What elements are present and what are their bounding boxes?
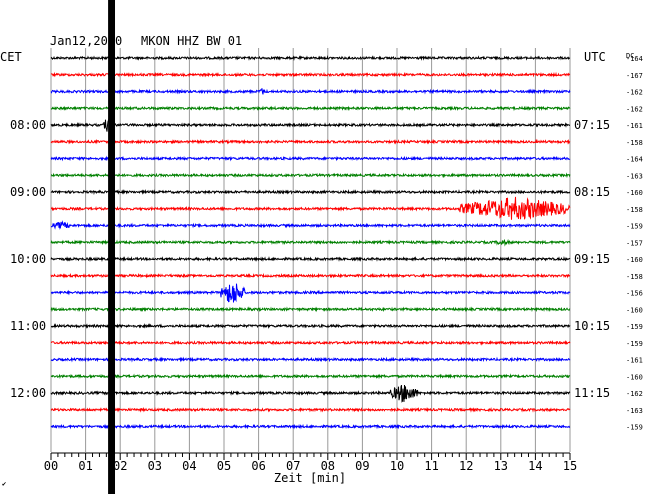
- trace-20: [50, 384, 571, 403]
- dc-offset-label: -159: [626, 323, 643, 331]
- dc-offset-labels: -164 -167 -162 -162 -161 -158 -164 -163 -160 -158…: [626, 55, 643, 432]
- x-axis: 00 01 02 03 04 05 06 07 08 09 10 11 12 13 14 15: [44, 452, 577, 473]
- dc-offset-label: -160: [626, 256, 643, 264]
- dc-offset-label: -164: [626, 55, 643, 63]
- dc-offset-label: -161: [626, 357, 643, 365]
- trace-3: [50, 105, 571, 112]
- trace-17: [50, 339, 571, 346]
- corner-mark: ✔: [2, 480, 6, 488]
- dc-offset-label: -158: [626, 206, 643, 214]
- trace-4: [50, 116, 570, 132]
- traces: [50, 55, 571, 430]
- right-time-labels: 07:15 08:15 09:15 10:15 11:15: [574, 118, 610, 400]
- dc-offset-label: -158: [626, 139, 643, 147]
- x-tick-label: 08: [321, 459, 335, 473]
- dc-offset-label: -164: [626, 156, 643, 164]
- right-time-label: 10:15: [574, 319, 610, 333]
- data-gap-bar: [108, 0, 116, 494]
- trace-7: [50, 172, 571, 179]
- dc-offset-label: -163: [626, 172, 643, 180]
- x-tick-label: 09: [355, 459, 369, 473]
- dc-offset-label: -162: [626, 390, 643, 398]
- x-tick-label: 10: [390, 459, 404, 473]
- trace-19: [50, 373, 571, 380]
- left-time-label: 11:00: [10, 319, 46, 333]
- right-timezone-label: UTC: [584, 50, 606, 64]
- left-time-label: 08:00: [10, 118, 46, 132]
- trace-18: [50, 356, 571, 363]
- chart-title-station: MKON HHZ BW 01: [141, 34, 242, 48]
- trace-8: [50, 189, 571, 196]
- dc-offset-label: -161: [626, 122, 643, 130]
- x-tick-label: 06: [251, 459, 265, 473]
- right-time-label: 09:15: [574, 252, 610, 266]
- dc-offset-label: -159: [626, 340, 643, 348]
- x-tick-label: 15: [563, 459, 577, 473]
- x-tick-label: 04: [182, 459, 196, 473]
- x-tick-label: 12: [459, 459, 473, 473]
- dc-offset-label: -160: [626, 306, 643, 314]
- chart-title-date: Jan12,2020: [50, 34, 122, 48]
- right-time-label: 07:15: [574, 118, 610, 132]
- x-axis-label: Zeit [min]: [274, 471, 346, 485]
- dc-offset-label: -160: [626, 189, 643, 197]
- trace-22: [50, 423, 571, 430]
- left-timezone-label: CET: [0, 50, 22, 64]
- x-tick-label: 11: [424, 459, 438, 473]
- dc-offset-label: -159: [626, 424, 643, 432]
- left-time-labels: 08:00 09:00 10:00 11:00 12:00: [10, 118, 46, 400]
- trace-6: [50, 155, 571, 162]
- trace-0: [50, 55, 571, 61]
- trace-13: [50, 272, 571, 279]
- left-time-label: 10:00: [10, 252, 46, 266]
- x-tick-label: 00: [44, 459, 58, 473]
- dc-offset-label: -157: [626, 239, 643, 247]
- x-tick-label: 03: [148, 459, 162, 473]
- trace-10: [50, 220, 571, 230]
- trace-12: [50, 255, 571, 263]
- left-time-label: 12:00: [10, 386, 46, 400]
- right-time-label: 08:15: [574, 185, 610, 199]
- time-grid: [50, 48, 571, 452]
- x-tick-label: 14: [528, 459, 542, 473]
- dc-offset-label: -160: [626, 373, 643, 381]
- dc-offset-label: -167: [626, 72, 643, 80]
- trace-14: [50, 283, 571, 303]
- trace-2: [50, 88, 571, 95]
- dc-offset-label: -159: [626, 223, 643, 231]
- dc-label: DC: [626, 52, 634, 60]
- dc-offset-label: -158: [626, 273, 643, 281]
- right-time-label: 11:15: [574, 386, 610, 400]
- x-tick-label: 01: [78, 459, 92, 473]
- x-tick-label: 13: [494, 459, 508, 473]
- dc-offset-label: -162: [626, 105, 643, 113]
- trace-11: [50, 238, 571, 247]
- trace-16: [50, 323, 571, 330]
- dc-offset-label: -162: [626, 89, 643, 97]
- left-time-label: 09:00: [10, 185, 46, 199]
- x-tick-label: 07: [286, 459, 300, 473]
- x-tick-label: 02: [113, 459, 127, 473]
- trace-15: [50, 306, 571, 313]
- trace-1: [50, 71, 571, 78]
- trace-21: [50, 406, 571, 413]
- trace-5: [50, 138, 571, 145]
- x-tick-label: 05: [217, 459, 231, 473]
- dc-offset-label: -156: [626, 290, 643, 298]
- trace-9: [51, 196, 571, 220]
- dc-offset-label: -163: [626, 407, 643, 415]
